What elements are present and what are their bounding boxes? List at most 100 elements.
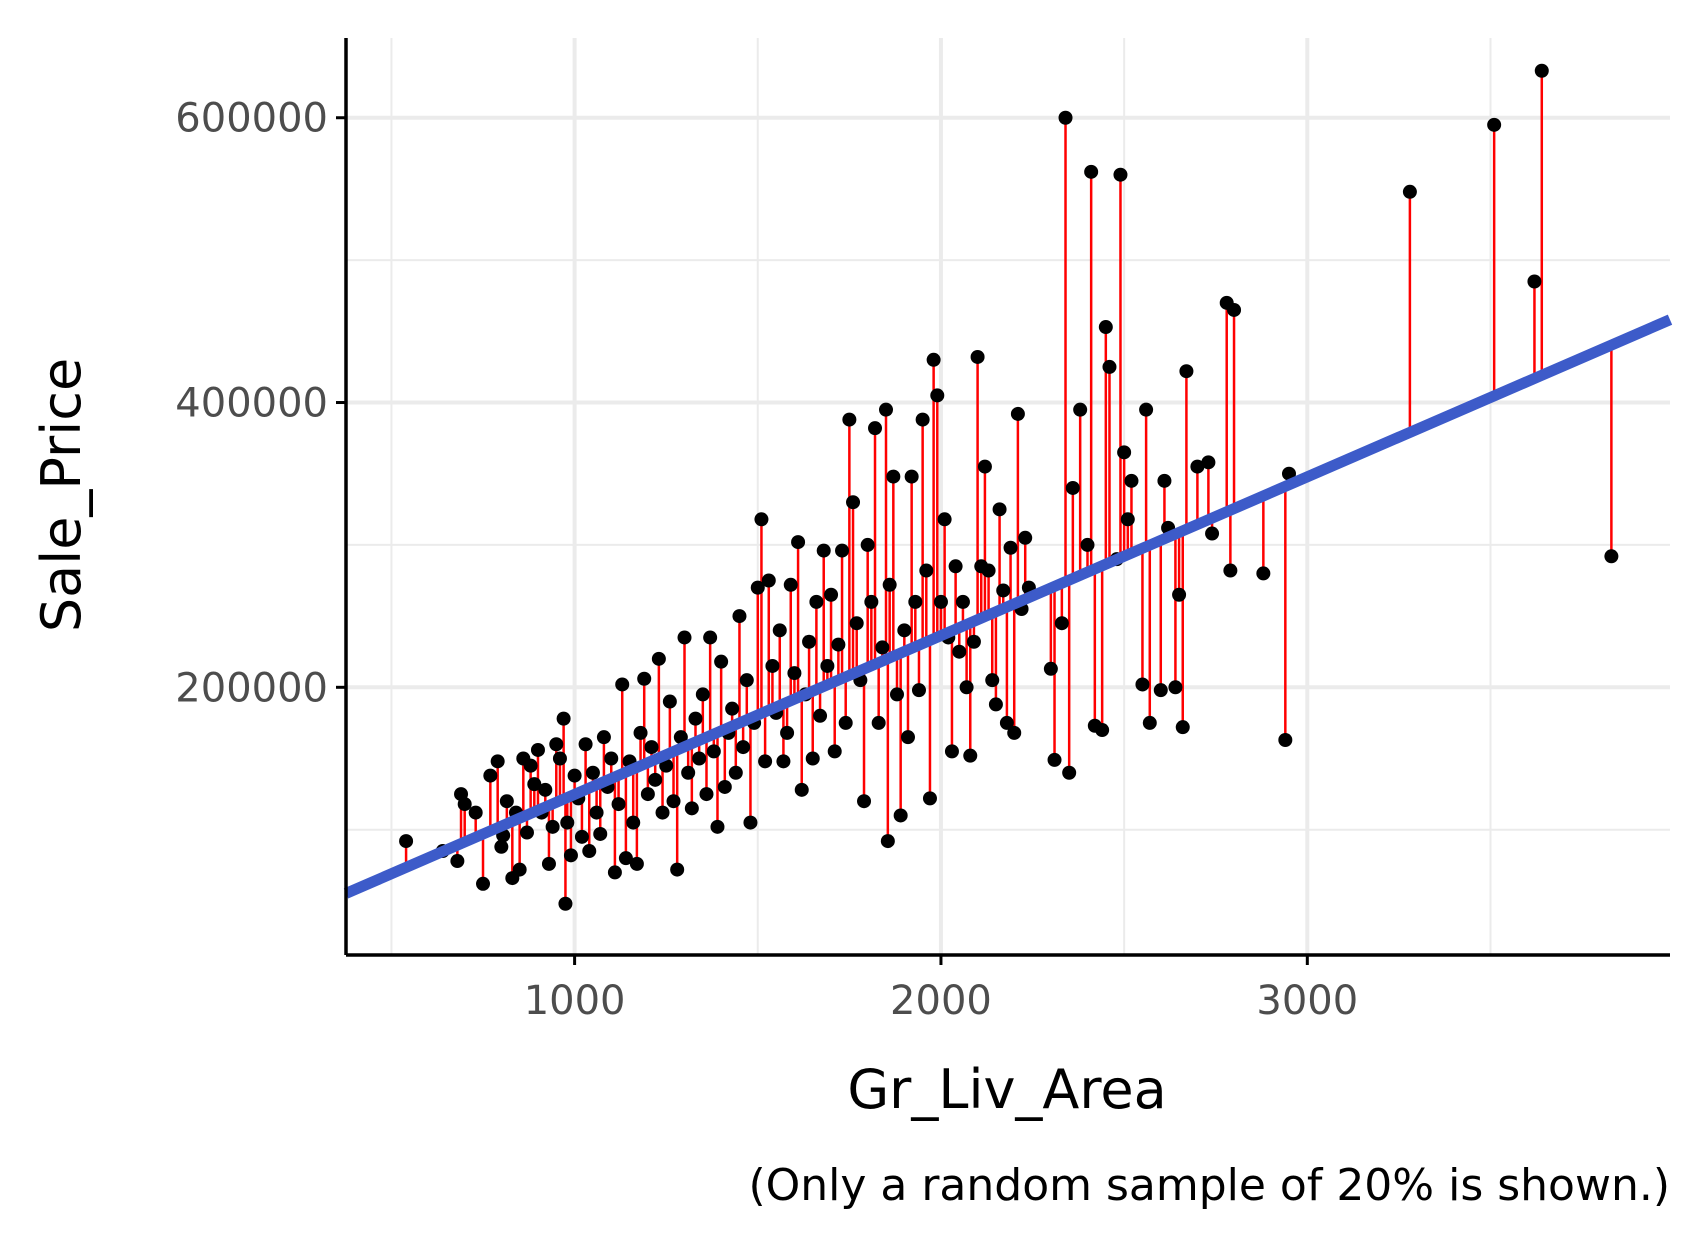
data-point	[948, 559, 963, 574]
data-point	[560, 815, 575, 830]
data-point	[966, 634, 981, 649]
data-point	[1139, 402, 1154, 417]
data-point	[574, 829, 589, 844]
data-point	[820, 658, 835, 673]
data-point	[1010, 406, 1025, 421]
data-point	[930, 388, 945, 403]
data-point	[1227, 302, 1242, 317]
y-tick-label: 400000	[175, 381, 328, 427]
data-point	[1113, 167, 1128, 182]
data-point	[827, 744, 842, 759]
data-point	[582, 844, 597, 859]
data-point	[626, 815, 641, 830]
data-point	[880, 834, 895, 849]
data-point	[780, 725, 795, 740]
data-point	[805, 751, 820, 766]
data-point	[922, 791, 937, 806]
data-point	[714, 654, 729, 669]
data-point	[879, 402, 894, 417]
data-point	[490, 754, 505, 769]
data-point	[1135, 677, 1150, 692]
data-point	[692, 751, 707, 766]
data-point	[596, 730, 611, 745]
data-point	[1073, 402, 1088, 417]
data-point	[1047, 752, 1062, 767]
data-point	[783, 577, 798, 592]
data-point	[1062, 765, 1077, 780]
regression-line	[343, 314, 1673, 899]
data-point	[578, 737, 593, 752]
data-point	[875, 640, 890, 655]
data-point	[541, 856, 556, 871]
data-point	[926, 352, 941, 367]
data-point	[604, 751, 619, 766]
data-point	[868, 421, 883, 436]
data-point	[457, 797, 472, 812]
data-point	[1018, 530, 1033, 545]
data-point	[1065, 480, 1080, 495]
data-point	[1168, 680, 1183, 695]
data-point	[732, 609, 747, 624]
data-point	[864, 594, 879, 609]
data-point	[893, 808, 908, 823]
y-tick-label: 200000	[175, 665, 328, 711]
data-point	[519, 825, 534, 840]
data-point	[963, 748, 978, 763]
data-point	[1190, 459, 1205, 474]
data-point	[937, 512, 952, 527]
data-point	[1153, 683, 1168, 698]
data-point	[849, 616, 864, 631]
data-point	[981, 563, 996, 578]
data-point	[728, 765, 743, 780]
data-point	[802, 634, 817, 649]
data-point	[629, 856, 644, 871]
data-point	[816, 543, 831, 558]
data-point	[1487, 117, 1502, 132]
data-point	[585, 765, 600, 780]
data-point	[499, 794, 514, 809]
data-point	[567, 768, 582, 783]
data-point	[527, 777, 542, 792]
data-point	[794, 782, 809, 797]
data-point	[1604, 549, 1619, 564]
data-point	[758, 754, 773, 769]
data-point	[618, 851, 633, 866]
data-point	[846, 495, 861, 510]
data-point	[842, 412, 857, 427]
data-point	[468, 805, 483, 820]
data-point	[1402, 184, 1417, 199]
data-point	[1527, 274, 1542, 289]
data-point	[1095, 723, 1110, 738]
data-point	[985, 673, 1000, 688]
data-point	[952, 644, 967, 659]
data-point	[670, 862, 685, 877]
data-point	[1142, 715, 1157, 730]
data-point	[882, 577, 897, 592]
data-point	[549, 737, 564, 752]
data-point	[933, 594, 948, 609]
x-axis-ticks: 1000 2000 3000	[524, 955, 1358, 1024]
x-tick-label: 2000	[890, 978, 992, 1024]
data-point	[900, 730, 915, 745]
data-point	[1223, 563, 1238, 578]
data-point	[1534, 63, 1549, 78]
data-point	[772, 623, 787, 638]
data-point	[450, 854, 465, 869]
data-point	[1124, 473, 1139, 488]
data-point	[607, 865, 622, 880]
data-point	[1157, 473, 1172, 488]
data-point	[944, 744, 959, 759]
data-point	[558, 896, 573, 911]
data-point	[999, 715, 1014, 730]
data-point	[1003, 540, 1018, 555]
data-point	[476, 876, 491, 891]
y-tick-label: 600000	[175, 96, 328, 142]
data-point	[992, 502, 1007, 517]
data-point	[673, 730, 688, 745]
data-point	[523, 758, 538, 773]
x-tick-label: 3000	[1256, 978, 1358, 1024]
data-point	[706, 744, 721, 759]
data-point	[1080, 537, 1095, 552]
data-point	[681, 765, 696, 780]
